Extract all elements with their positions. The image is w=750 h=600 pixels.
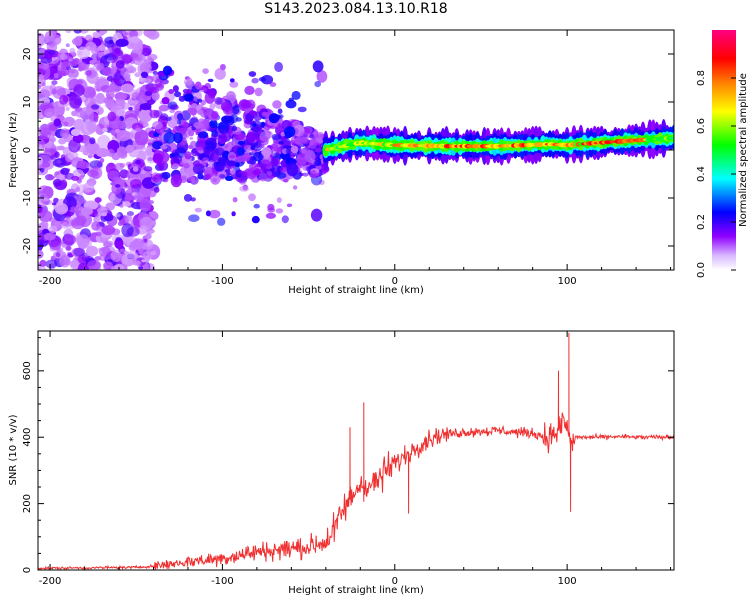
snr-series-line [38,332,674,570]
snr-y-ticks: 0 200 400 600 [22,337,674,573]
x-tick-label: -200 [39,276,62,287]
x-tick-label: 100 [558,576,577,587]
spectrogram-y-label: Frequency (Hz) [8,112,19,188]
snr-frame [37,330,675,571]
colorbar-ticks: 0.0 0.2 0.4 0.6 0.8 [696,70,736,278]
colorbar-tick-label: 0.0 [696,262,707,278]
y-tick-label: -20 [22,238,33,254]
x-tick-label: 0 [392,576,398,587]
y-tick-label: 600 [22,361,33,380]
snr-x-ticks: -200 -100 0 100 [39,331,672,587]
colorbar-tick-label: 0.8 [696,70,707,86]
y-tick-label: 20 [22,48,33,61]
figure-title: S143.2023.084.13.10.R18 [264,1,448,17]
x-tick-label: -100 [211,276,234,287]
y-tick-label: 0 [22,147,33,153]
y-tick-label: 0 [22,567,33,573]
colorbar-tick-label: 0.2 [696,214,707,230]
spectrogram-x-label: Height of straight line (km) [288,285,424,296]
colorbar-tick-label: 0.4 [696,166,707,182]
heatmap-region-1 [38,30,161,270]
y-tick-label: 200 [22,494,33,513]
snr-y-label: SNR (10 * v/v) [8,414,19,485]
colorbar-label: Normalized spectral amplitude [738,73,749,227]
y-tick-label: 10 [22,96,33,109]
y-tick-label: 400 [22,428,33,447]
colorbar-gradient [712,30,736,270]
spectrogram-y-ticks: -20 -10 0 10 20 [22,34,674,266]
heatmap-marks [38,30,674,270]
snr-panel: -200 -100 0 100 0 200 400 600 Height of straig… [8,330,675,596]
spectrogram-x-ticks: -200 -100 0 100 [39,30,672,287]
heatmap-region-2 [149,60,330,226]
colorbar-tick-label: 0.6 [696,118,707,134]
y-tick-label: -10 [22,190,33,206]
snr-x-label: Height of straight line (km) [288,585,424,596]
x-tick-label: -200 [39,576,62,587]
x-tick-label: -100 [211,576,234,587]
x-tick-label: 0 [392,276,398,287]
colorbar: 0.0 0.2 0.4 0.6 0.8 Normalized spectral ampl… [696,30,749,278]
heatmap-line-trace [322,118,674,171]
x-tick-label: 100 [558,276,577,287]
